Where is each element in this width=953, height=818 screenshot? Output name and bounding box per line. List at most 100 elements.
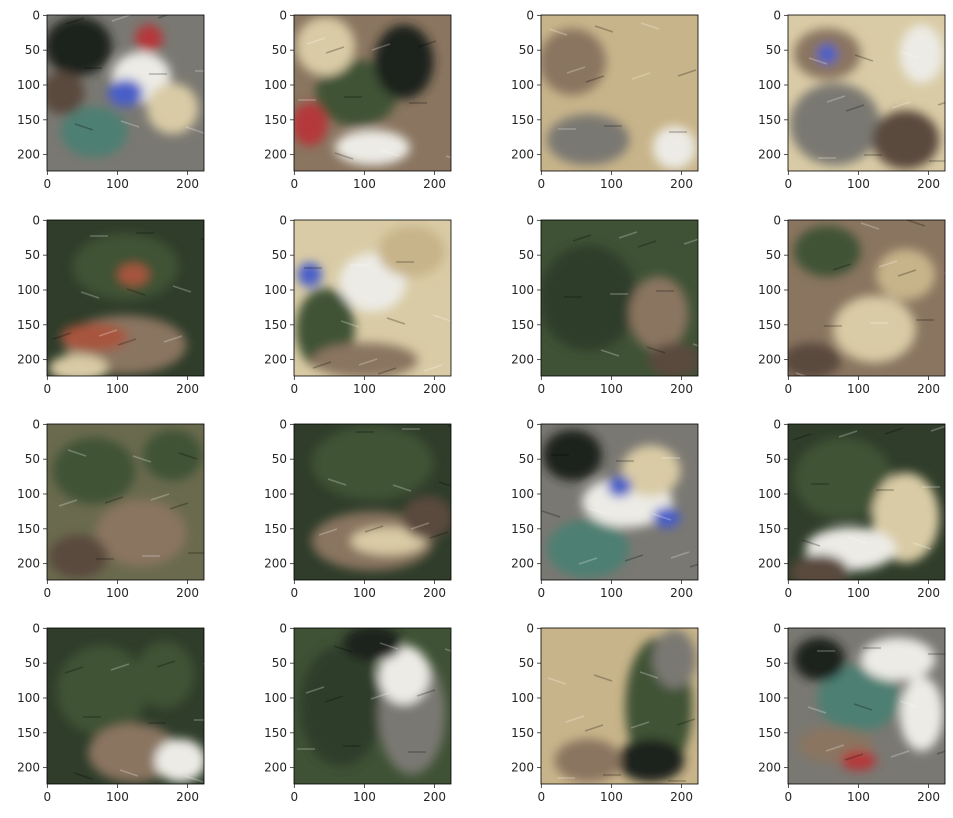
x-tick-label: 200 [670,586,693,600]
texture-blob [840,750,877,771]
x-tick-label: 100 [847,382,870,396]
texture-blob [88,723,179,783]
texture-streaks [297,642,451,753]
texture-blob [652,506,681,529]
texture-streaks [564,231,698,357]
texture-blob [47,71,85,115]
x-tick-label: 100 [353,586,376,600]
x-tick-label: 100 [600,177,623,191]
texture-streaks [807,647,945,761]
y-tick-label: 100 [264,691,287,705]
x-tick-label: 100 [106,382,129,396]
generated-image [788,424,945,580]
y-tick-label: 100 [758,283,781,297]
y-tick-label: 150 [511,522,534,536]
subplot-5: 0 50 100 150 200 0 100 200 [17,213,205,396]
y-tick-label: 150 [511,318,534,332]
y-tick-label: 100 [17,283,40,297]
texture-blob [56,645,148,736]
x-tick-label: 0 [785,177,793,191]
subplot-4: 0 50 100 150 200 0 100 200 [758,8,946,191]
texture-streaks [304,261,451,375]
texture-blob [311,342,418,376]
texture-blob [554,739,622,783]
subplot-16: 0 50 100 150 200 0 100 200 [758,621,946,804]
x-tick-label: 200 [917,177,940,191]
y-tick-label: 200 [511,353,534,367]
y-tick-label: 50 [25,656,40,670]
texture-blob [48,535,108,579]
axes-frame [293,219,452,377]
y-tick-label: 100 [758,691,781,705]
axes-frame [787,219,946,377]
y-tick-label: 100 [264,487,287,501]
y-tick-label: 150 [511,113,534,127]
y-tick-label: 100 [758,78,781,92]
y-tick-label: 150 [264,726,287,740]
subplot-15: 0 50 100 150 200 0 100 200 [511,621,699,804]
y-tick-label: 150 [758,522,781,536]
generated-image [294,628,451,784]
y-tick-label: 200 [758,761,781,775]
texture-streaks [64,660,204,783]
x-tick-label: 200 [423,382,446,396]
texture-streaks [808,51,945,162]
texture-blob [793,437,893,520]
x-tick-label: 200 [176,790,199,804]
x-tick-label: 0 [44,586,52,600]
x-tick-label: 200 [917,790,940,804]
texture-blob [899,676,944,751]
y-tick-label: 0 [279,417,287,431]
y-tick-label: 50 [272,43,287,57]
x-tick-label: 0 [785,586,793,600]
y-tick-label: 100 [511,487,534,501]
texture-blob [378,645,430,705]
y-tick-label: 0 [526,417,534,431]
y-tick-label: 50 [25,452,40,466]
texture-streaks [548,22,697,133]
texture-blob [146,83,199,135]
y-tick-label: 150 [17,726,40,740]
texture-blob [652,629,697,689]
axes-frame [46,219,205,377]
y-tick-label: 50 [519,248,534,262]
y-tick-label: 50 [766,248,781,262]
subplot-13: 0 50 100 150 200 0 100 200 [17,621,205,804]
y-tick-label: 200 [17,353,40,367]
texture-blob [60,323,128,351]
x-tick-label: 100 [353,790,376,804]
subplot-12: 0 50 100 150 200 0 100 200 [758,417,946,600]
y-tick-label: 100 [17,78,40,92]
y-tick-label: 150 [264,522,287,536]
subplot-6: 0 50 100 150 200 0 100 200 [264,213,452,396]
texture-blob [860,637,936,681]
x-tick-label: 0 [785,382,793,396]
y-tick-label: 0 [279,621,287,635]
y-tick-label: 100 [264,78,287,92]
generated-image [541,15,698,171]
generated-image [294,424,451,580]
y-tick-label: 0 [773,417,781,431]
x-tick-label: 0 [785,790,793,804]
texture-blob [652,126,697,170]
y-tick-label: 150 [17,113,40,127]
x-tick-label: 200 [176,586,199,600]
x-tick-label: 100 [600,586,623,600]
y-tick-label: 0 [526,8,534,22]
y-tick-label: 50 [272,248,287,262]
x-tick-label: 100 [847,177,870,191]
subplot-2: 0 50 100 150 200 0 100 200 [264,8,452,191]
texture-blob [899,24,944,84]
axes-frame [293,14,452,172]
axes-frame [293,627,452,785]
y-tick-label: 0 [32,621,40,635]
texture-blob [401,496,451,540]
texture-blob [350,527,426,555]
subplot-7: 0 50 100 150 200 0 100 200 [511,213,699,396]
y-tick-label: 50 [766,656,781,670]
axes-frame [46,627,205,785]
y-tick-label: 200 [758,557,781,571]
texture-blob [60,106,128,158]
subplot-9: 0 50 100 150 200 0 100 200 [17,417,205,600]
